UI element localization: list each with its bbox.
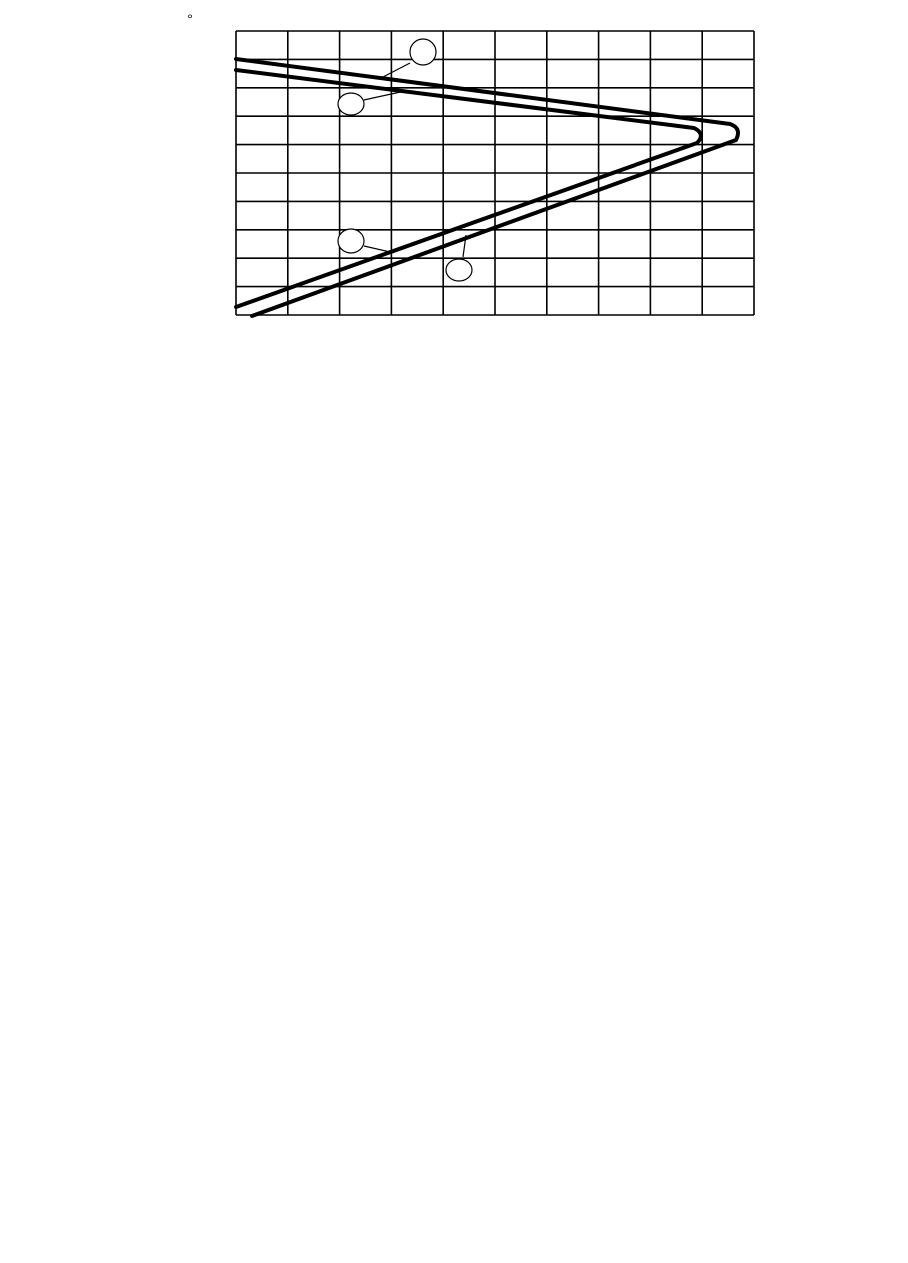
- inner-curve: [234, 68, 703, 309]
- leader-line: [462, 234, 467, 258]
- outer-curve: [234, 57, 740, 318]
- callout-circle: [337, 92, 365, 116]
- leader-line: [363, 245, 391, 253]
- callout-circle: [409, 38, 437, 66]
- callout-circle: [445, 258, 473, 282]
- leader-line: [382, 62, 411, 78]
- callout-circle: [337, 228, 365, 254]
- grid: [235, 30, 755, 316]
- corner-mark: °: [187, 11, 193, 27]
- leader-line: [363, 90, 406, 101]
